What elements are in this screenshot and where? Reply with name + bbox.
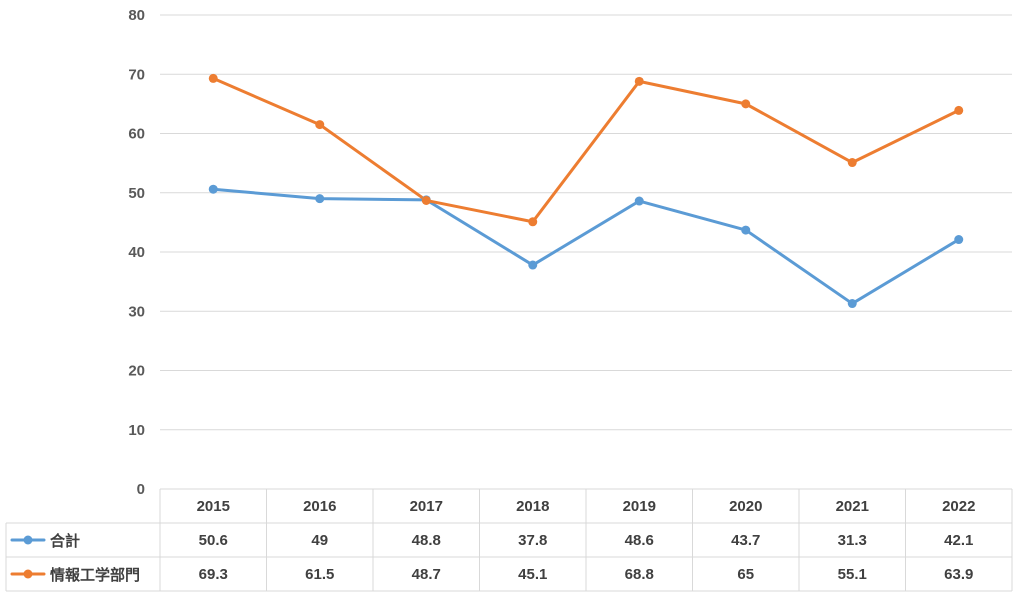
data-point-0-6 — [847, 299, 857, 309]
x-category-label-2022: 2022 — [942, 498, 975, 515]
x-category-label-2018: 2018 — [516, 498, 549, 515]
legend-series-name-0: 合計 — [49, 532, 80, 550]
data-point-1-1 — [315, 120, 325, 130]
data-point-0-0 — [208, 184, 218, 194]
table-value-1-4: 68.8 — [625, 566, 654, 583]
table-value-1-0: 69.3 — [199, 566, 228, 583]
table-value-1-3: 45.1 — [518, 566, 547, 583]
legend-series-name-1: 情報工学部門 — [50, 566, 140, 584]
y-tick-label-60: 60 — [128, 126, 145, 143]
y-tick-label-20: 20 — [128, 363, 145, 380]
x-category-label-2019: 2019 — [623, 498, 656, 515]
table-value-1-6: 55.1 — [838, 566, 867, 583]
data-point-0-1 — [315, 194, 325, 204]
table-value-1-7: 63.9 — [944, 566, 973, 583]
x-category-label-2016: 2016 — [303, 498, 336, 515]
table-value-0-2: 48.8 — [412, 532, 441, 549]
x-category-label-2021: 2021 — [836, 498, 869, 515]
y-tick-label-0: 0 — [137, 481, 145, 498]
y-tick-label-30: 30 — [128, 303, 145, 320]
data-point-1-4 — [634, 76, 644, 86]
x-category-label-2020: 2020 — [729, 498, 762, 515]
y-tick-label-80: 80 — [128, 7, 145, 24]
data-point-0-3 — [528, 260, 538, 270]
y-tick-label-50: 50 — [128, 185, 145, 202]
legend-key-marker-0 — [23, 535, 33, 545]
y-tick-label-40: 40 — [128, 244, 145, 261]
data-point-1-3 — [528, 217, 538, 227]
legend-key-marker-1 — [23, 569, 33, 579]
table-value-0-6: 31.3 — [838, 532, 867, 549]
series-line-1 — [211, 76, 961, 224]
data-point-0-5 — [741, 225, 751, 235]
data-point-1-2 — [421, 195, 431, 205]
table-value-0-5: 43.7 — [731, 532, 760, 549]
data-point-1-7 — [954, 105, 964, 115]
data-point-1-5 — [741, 99, 751, 109]
y-tick-label-70: 70 — [128, 66, 145, 83]
data-point-0-7 — [954, 235, 964, 245]
table-value-0-0: 50.6 — [199, 532, 228, 549]
x-category-label-2017: 2017 — [410, 498, 443, 515]
data-point-1-0 — [208, 73, 218, 83]
data-point-1-6 — [847, 158, 857, 168]
table-value-0-3: 37.8 — [518, 532, 547, 549]
series-line-0 — [211, 187, 961, 306]
table-value-0-1: 49 — [311, 532, 328, 549]
y-tick-label-10: 10 — [128, 422, 145, 439]
table-value-1-5: 65 — [737, 566, 754, 583]
table-value-0-7: 42.1 — [944, 532, 973, 549]
table-value-1-2: 48.7 — [412, 566, 441, 583]
x-category-label-2015: 2015 — [197, 498, 230, 515]
data-point-0-4 — [634, 196, 644, 206]
table-value-1-1: 61.5 — [305, 566, 334, 583]
table-value-0-4: 48.6 — [625, 532, 654, 549]
